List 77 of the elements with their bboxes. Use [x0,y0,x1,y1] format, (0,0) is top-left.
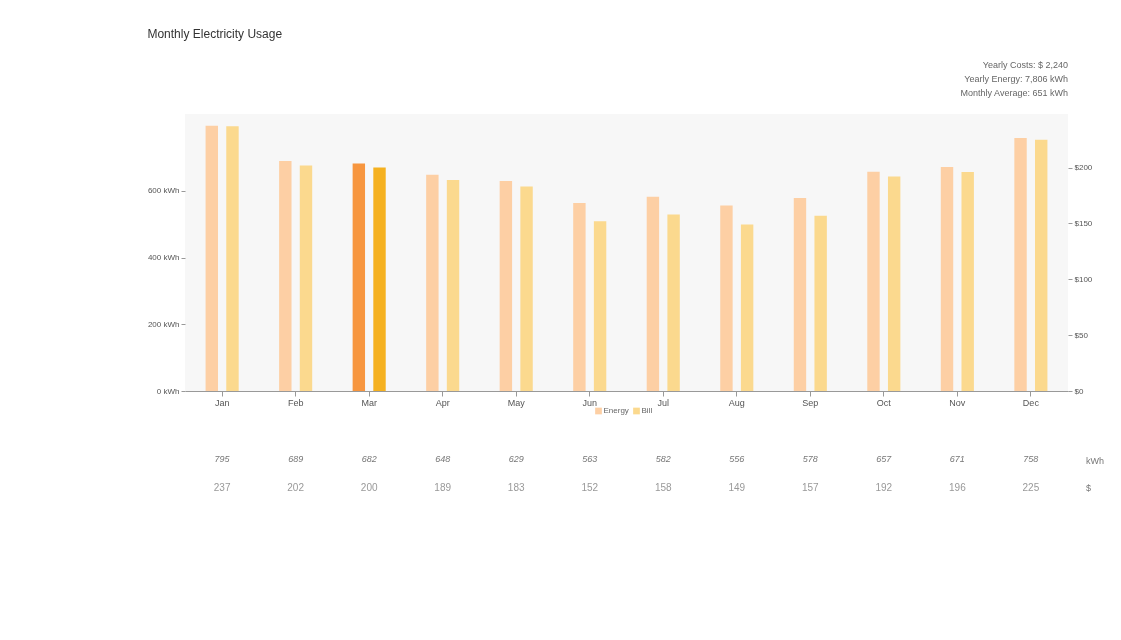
y2-tick-label: $0 [1074,386,1084,396]
y2-tick-label: $200 [1074,163,1093,173]
bar [373,167,386,391]
bar [814,215,827,391]
data-label: 795 [214,454,231,464]
y-tick-label: 200 kWh [147,319,180,329]
bar [299,165,313,391]
text: $ [1086,483,1092,493]
x-tick-label: Oct [876,397,892,408]
data-label: 237 [213,482,231,493]
bar [205,125,218,391]
text: Yearly Costs: $ 2,240 [982,60,1068,70]
bar [720,205,733,391]
data-label: 563 [582,454,598,464]
x-tick-label: Apr [435,397,450,408]
bar [352,163,366,391]
y-tick-label: 400 kWh [147,253,180,263]
bar [667,214,680,391]
text: Monthly Average: 651 kWh [960,88,1068,98]
data-label: 582 [655,454,671,464]
x-tick-label: Aug [728,397,745,408]
data-label: 152 [581,482,599,493]
text: Yearly Energy: 7,806 kWh [964,74,1068,84]
data-label: 157 [801,482,820,493]
x-tick-label: Feb [287,397,304,408]
x-tick-label: Dec [1022,397,1040,408]
data-label: 202 [287,482,305,493]
x-tick-label: Sep [802,397,819,408]
chart-title: Monthly Electricity Usage [147,27,283,41]
x-tick-label: Jan [214,397,230,408]
data-label: 682 [361,454,377,464]
bar [887,176,901,391]
x-tick-label: Jun [582,397,597,408]
data-label: 225 [1022,482,1040,493]
y-tick-label: 600 kWh [147,186,180,196]
legend-label: Bill [641,406,653,415]
bar [1035,139,1048,391]
data-label: 200 [360,482,378,493]
data-label: 629 [508,454,524,464]
bar [593,221,607,391]
bar [573,203,586,391]
bar [499,181,513,391]
y-tick-label: 0 kWh [156,386,180,396]
bar [961,172,974,391]
data-label: 158 [654,482,673,493]
data-label: 556 [729,454,745,464]
x-tick-label: Nov [949,397,966,408]
data-label: 578 [802,454,818,464]
x-tick-label: May [507,397,526,408]
bar [793,198,807,391]
data-label: 657 [876,454,893,464]
text: kWh [1086,456,1104,466]
x-tick-label: Mar [361,397,377,408]
data-label: 189 [434,482,452,493]
bar [226,126,239,391]
data-label: 648 [435,454,451,464]
data-label: 689 [288,454,304,464]
y2-tick-label: $150 [1074,218,1093,228]
bar [740,224,754,391]
data-label: 192 [875,482,893,493]
bar [446,179,460,391]
data-label: 149 [728,482,746,493]
bar [426,174,439,391]
bar [867,171,880,391]
bar [520,186,533,391]
bar [940,167,954,391]
bar [1014,138,1027,391]
bar [279,161,292,391]
data-label: 758 [1023,454,1039,464]
y2-tick-label: $50 [1074,330,1089,340]
y2-tick-label: $100 [1074,274,1093,284]
x-tick-label: Jul [657,397,670,408]
data-label: 183 [507,482,525,493]
legend-label: Energy [603,406,629,415]
data-label: 196 [949,482,967,493]
data-label: 671 [949,454,965,464]
bar [646,196,660,391]
